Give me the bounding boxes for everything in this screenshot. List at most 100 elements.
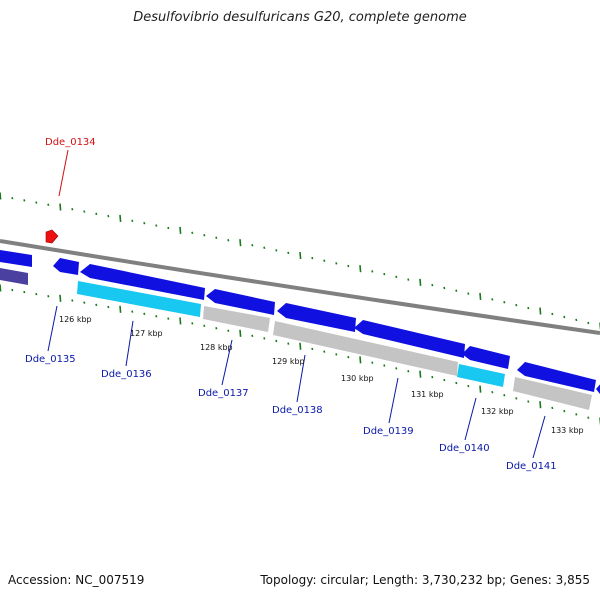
leader-dde0139 (388, 377, 399, 424)
minor-tick (323, 259, 326, 262)
gene-arrow-dde0138[interactable] (277, 303, 356, 332)
major-tick (479, 292, 482, 301)
minor-tick (503, 394, 506, 397)
minor-tick (227, 238, 230, 242)
major-tick (479, 385, 482, 393)
minor-tick (251, 244, 254, 247)
minor-tick (275, 339, 278, 343)
minor-tick (587, 416, 590, 419)
bottom-tick-track (0, 284, 600, 425)
gene-label-dde0134[interactable]: Dde_0134 (45, 137, 96, 148)
gene-leader-lines (47, 149, 546, 459)
minor-tick (431, 375, 434, 379)
minor-tick (11, 288, 14, 292)
gene-bar-gray-dde0137[interactable] (203, 306, 270, 332)
gene-arrow-partial-right[interactable] (596, 382, 600, 394)
minor-tick (527, 400, 530, 403)
minor-tick (563, 409, 566, 413)
gene-bar-cyan-dde0140[interactable] (457, 364, 505, 387)
minor-tick (23, 290, 26, 294)
minor-tick (551, 406, 554, 410)
minor-tick (323, 350, 326, 353)
minor-tick (587, 321, 590, 325)
minor-tick (563, 315, 566, 319)
gene-arrow-dde0137[interactable] (206, 289, 275, 315)
minor-tick (47, 294, 50, 298)
minor-tick (263, 337, 266, 340)
minor-tick (287, 251, 290, 255)
gene-label-dde0136[interactable]: Dde_0136 (101, 369, 152, 380)
gene-arrow-dde0140[interactable] (462, 346, 510, 369)
minor-tick (35, 201, 38, 204)
minor-tick (503, 301, 506, 304)
gene-row-lower (0, 268, 592, 410)
major-tick (359, 356, 362, 364)
minor-tick (455, 381, 458, 385)
minor-tick (95, 212, 98, 216)
minor-tick (275, 249, 278, 252)
minor-tick (215, 327, 218, 330)
highlight-marker[interactable] (45, 229, 59, 244)
gene-label-dde0140[interactable]: Dde_0140 (439, 443, 490, 454)
minor-tick (335, 262, 338, 265)
gene-label-dde0138[interactable]: Dde_0138 (272, 405, 323, 416)
major-tick (239, 239, 242, 247)
minor-tick (83, 210, 86, 213)
minor-tick (191, 231, 194, 235)
kbp-label: 128 kbp (200, 343, 233, 352)
minor-tick (395, 275, 398, 279)
accession-text: Accession: NC_007519 (8, 573, 145, 587)
gene-label-dde0141[interactable]: Dde_0141 (506, 461, 557, 472)
major-tick (0, 192, 2, 200)
minor-tick (215, 236, 218, 239)
minor-tick (467, 292, 470, 295)
minor-tick (203, 234, 206, 237)
gene-bar-cyan-dde0136[interactable] (77, 281, 201, 317)
gene-arrow-small[interactable] (53, 258, 79, 275)
gene-arrow-dde0141[interactable] (517, 362, 596, 392)
kbp-label: 130 kbp (341, 374, 374, 383)
major-tick (179, 317, 182, 325)
minor-tick (383, 272, 386, 276)
gene-bar-gray-dde0141[interactable] (513, 377, 592, 410)
minor-tick (143, 221, 146, 225)
major-tick (419, 278, 422, 286)
gene-arrow-dde0136[interactable] (80, 264, 205, 300)
kbp-label: 133 kbp (551, 426, 584, 435)
minor-tick (443, 378, 446, 382)
leader-dde0135 (47, 305, 58, 352)
gene-bar-gray-dde0138[interactable] (273, 321, 458, 376)
gene-label-dde0139[interactable]: Dde_0139 (363, 426, 414, 437)
minor-tick (575, 318, 578, 322)
kbp-label: 127 kbp (130, 329, 163, 338)
minor-tick (131, 310, 134, 313)
genome-summary-text: Topology: circular; Length: 3,730,232 bp… (260, 573, 590, 587)
minor-tick (491, 390, 494, 394)
minor-tick (35, 292, 38, 296)
minor-tick (395, 367, 398, 370)
minor-tick (311, 256, 314, 260)
major-tick (419, 370, 422, 378)
minor-tick (227, 329, 230, 332)
gene-arrow-dde0139[interactable] (354, 320, 465, 358)
major-tick (299, 251, 302, 260)
gene-arrow-partial-left[interactable] (0, 250, 32, 267)
minor-tick (107, 305, 110, 309)
kbp-label: 132 kbp (481, 407, 514, 416)
major-tick (539, 401, 542, 409)
gene-label-dde0135[interactable]: Dde_0135 (25, 354, 76, 365)
kbp-labels: 126 kbp 127 kbp 128 kbp 129 kbp 130 kbp … (59, 315, 584, 435)
minor-tick (371, 361, 374, 364)
minor-tick (131, 219, 134, 223)
minor-tick (407, 370, 410, 373)
major-tick (179, 226, 182, 234)
minor-tick (167, 317, 170, 320)
leader-dde0137 (221, 339, 233, 386)
gene-label-dde0137[interactable]: Dde_0137 (198, 388, 249, 399)
minor-tick (491, 298, 494, 301)
minor-tick (515, 303, 518, 307)
minor-tick (575, 413, 578, 416)
top-tick-track (0, 192, 600, 330)
gene-bar-purple[interactable] (0, 268, 28, 285)
